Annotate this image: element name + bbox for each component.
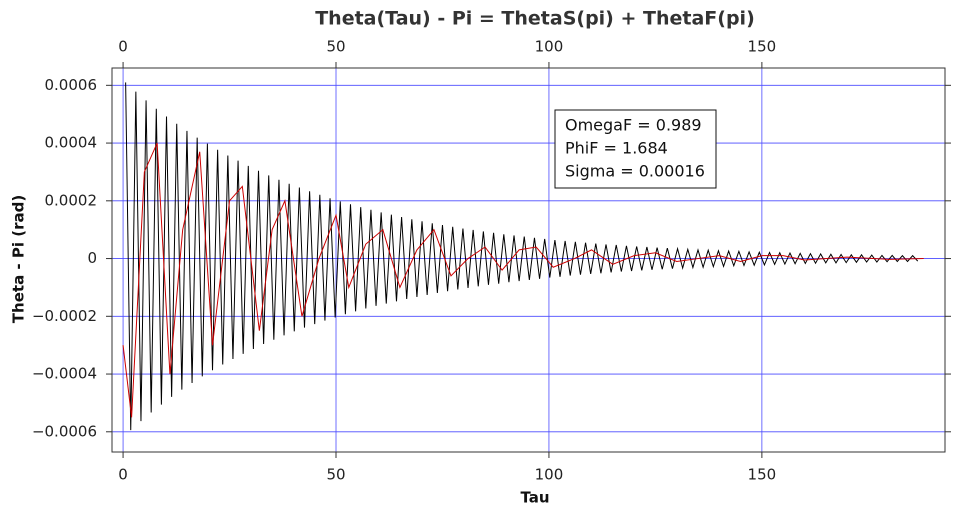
x-tick-label: 50: [326, 466, 345, 484]
x-top-tick-label: 0: [118, 38, 128, 56]
x-tick-label: 150: [748, 466, 777, 484]
y-tick-label: 0.0006: [45, 76, 98, 94]
x-tick-label: 0: [118, 466, 128, 484]
x-axis-label: Tau: [520, 489, 549, 507]
y-tick-label: 0.0002: [45, 191, 98, 209]
y-tick-label: −0.0004: [32, 365, 97, 383]
y-tick-label: −0.0002: [32, 307, 97, 325]
x-top-tick-label: 150: [748, 38, 777, 56]
annotation-frame: [554, 109, 717, 189]
annotation: PhiF = 1.684: [565, 139, 668, 158]
annotation: Sigma = 0.00016: [565, 162, 705, 181]
x-tick-label: 100: [535, 466, 564, 484]
plot-frame: [111, 67, 946, 453]
chart-title: Theta(Tau) - Pi = ThetaS(pi) + ThetaF(pi…: [315, 8, 755, 30]
y-tick-label: −0.0006: [32, 422, 97, 440]
y-axis-label: Theta - Pi (rad): [10, 195, 28, 323]
annotation: OmegaF = 0.989: [565, 116, 702, 135]
y-tick-label: 0.0004: [45, 134, 98, 152]
y-tick-label: 0: [87, 249, 97, 267]
annotation-box: OmegaF = 0.989 PhiF = 1.684 Sigma = 0.0001…: [554, 109, 717, 189]
x-top-tick-label: 100: [535, 38, 564, 56]
x-top-tick-label: 50: [326, 38, 345, 56]
series-line: [125, 82, 919, 431]
series-line: [122, 142, 924, 418]
